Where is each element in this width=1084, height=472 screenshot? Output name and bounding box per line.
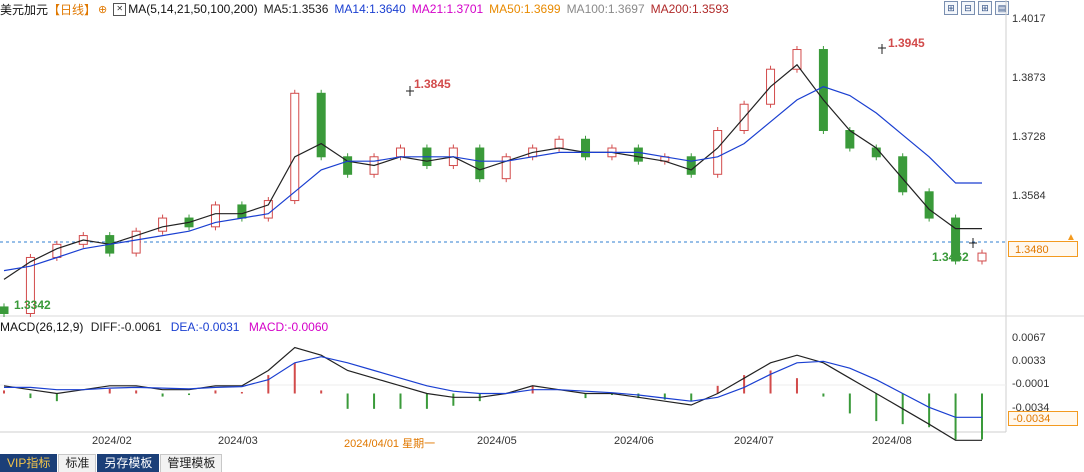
ma-line-ma14 (3, 86, 982, 272)
price-panel (0, 46, 987, 318)
candle-body (977, 252, 987, 262)
ma200-value: MA200:1.3593 (650, 2, 729, 16)
high1-label: 1.3845 (414, 77, 451, 91)
candle-body (792, 49, 802, 70)
candle-body (581, 138, 591, 158)
candle-body (316, 92, 326, 158)
ma50-value: MA50:1.3699 (489, 2, 561, 16)
candle-body (52, 243, 62, 258)
macd-panel (3, 346, 983, 441)
macd-tick-1: 0.0067 (1012, 332, 1046, 344)
candle-body (501, 156, 511, 180)
candle-body (951, 217, 961, 262)
high1-marker (406, 86, 414, 96)
tab-vip-indicator[interactable]: VIP指标 (0, 454, 58, 472)
x-label-crosshair-date: 2024/04/01 星期一 (344, 438, 436, 450)
period-label[interactable]: 【日线】 (48, 2, 97, 17)
price-tick-4: 1.3584 (1012, 190, 1046, 202)
candle-body (237, 204, 247, 219)
candle-body (686, 156, 696, 175)
ma100-value: MA100:1.3697 (566, 2, 645, 16)
candle-body (158, 217, 168, 232)
low2-label: 1.3462 (932, 250, 969, 264)
macd-current-tag: -0.0034 (1008, 411, 1078, 426)
tab-save-template[interactable]: 另存模板 (97, 454, 160, 472)
ma-line-ma5 (3, 63, 982, 280)
candle-body (343, 156, 353, 175)
candle-body (713, 130, 723, 175)
x-label-feb: 2024/02 (92, 435, 132, 447)
candle-body (263, 200, 273, 219)
candle-body (395, 147, 405, 158)
candle-body (25, 256, 35, 315)
indicator-tab-bar: VIP指标 标准 另存模板 管理模板 (0, 454, 223, 472)
high2-marker (878, 44, 886, 54)
candle-body (210, 204, 220, 228)
chart-header: 美元加元 【日线】 ⊕ ✕ MA(5,14,21,50,100,200) MA5… (0, 0, 735, 18)
ma14-value: MA14:1.3640 (334, 2, 406, 16)
macd-dea-value: DEA:-0.0031 (170, 320, 240, 334)
low1-label: 1.3342 (14, 298, 51, 312)
settings-icon[interactable]: ⊕ (98, 3, 108, 16)
candle-body (131, 230, 141, 254)
macd-tick-3: -0.0001 (1012, 378, 1050, 390)
x-label-mar: 2024/03 (218, 435, 258, 447)
price-tick-2: 1.3873 (1012, 72, 1046, 84)
candle-body (633, 147, 643, 162)
candle-body (475, 147, 485, 180)
ma21-value: MA21:1.3701 (411, 2, 484, 16)
x-label-jul: 2024/07 (734, 435, 774, 447)
high2-label: 1.3945 (888, 36, 925, 50)
tab-standard[interactable]: 标准 (58, 454, 97, 472)
candle-body (871, 147, 881, 158)
candle-body (290, 92, 300, 202)
macd-legend: MACD(26,12,9) DIFF:-0.0061 DEA:-0.0031 M… (0, 320, 328, 334)
price-tick-1: 1.4017 (1012, 13, 1046, 25)
ma-indicator-label: MA(5,14,21,50,100,200) (128, 2, 258, 16)
x-label-may: 2024/05 (477, 435, 517, 447)
price-tick-3: 1.3728 (1012, 131, 1046, 143)
candle-body (845, 130, 855, 149)
plus-box-icon[interactable]: ⊞ (978, 1, 992, 15)
x-label-aug: 2024/08 (872, 435, 912, 447)
macd-diff-value: DIFF:-0.0061 (90, 320, 162, 334)
candle-body (554, 138, 564, 149)
candle-body (898, 156, 908, 193)
ma5-value: MA5:1.3536 (263, 2, 329, 16)
ma-indicator-icon[interactable]: ✕ (113, 2, 127, 16)
current-price-tag: 1.3480 (1008, 241, 1078, 257)
macd-value: MACD:-0.0060 (248, 320, 329, 334)
tab-manage-template[interactable]: 管理模板 (160, 454, 223, 472)
current-price-arrow-icon: ▲ (1066, 232, 1076, 243)
minus-box-icon[interactable]: ⊟ (961, 1, 975, 15)
candle-body (924, 191, 934, 219)
low2-marker (969, 238, 977, 248)
macd-tick-2: 0.0033 (1012, 355, 1046, 367)
instrument-name: 美元加元 (0, 2, 49, 17)
candle-body (818, 49, 828, 132)
x-label-jun: 2024/06 (614, 435, 654, 447)
candle-body (0, 306, 9, 315)
grid-icon[interactable]: ⊞ (944, 1, 958, 15)
macd-indicator-label: MACD(26,12,9) (0, 320, 84, 334)
macd-dea-line (4, 356, 982, 418)
